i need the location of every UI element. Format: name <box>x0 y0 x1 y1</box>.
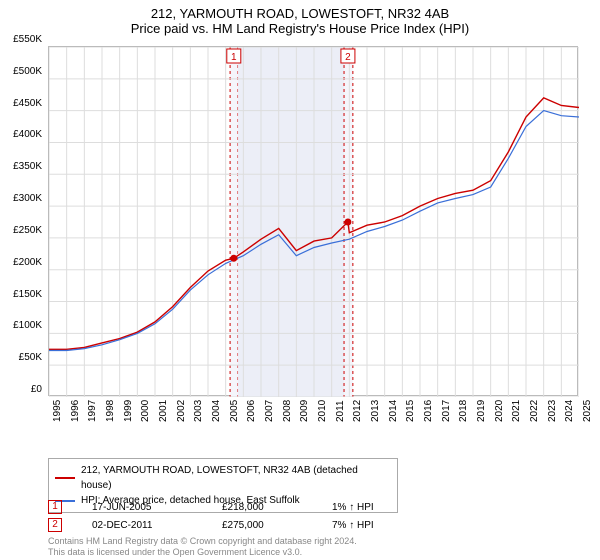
x-tick-label: 2003 <box>193 400 204 422</box>
x-tick-label: 2024 <box>564 400 575 422</box>
x-axis-labels: 1995 1996 1997 1998 1999 2000 2001 2002 2003 2004… <box>48 400 578 460</box>
x-tick-label: 2018 <box>458 400 469 422</box>
x-tick-label: 2021 <box>511 400 522 422</box>
y-axis-labels: £0 £50K £100K £150K £200K £250K £300K £350K £400… <box>4 40 44 402</box>
y-tick-label: £250K <box>2 225 42 236</box>
page-title: 212, YARMOUTH ROAD, LOWESTOFT, NR32 4AB <box>0 0 600 21</box>
x-tick-label: 1998 <box>105 400 116 422</box>
page-subtitle: Price paid vs. HM Land Registry's House … <box>0 21 600 40</box>
x-tick-label: 2004 <box>211 400 222 422</box>
transaction-date: 17-JUN-2005 <box>92 502 192 513</box>
y-tick-label: £200K <box>2 257 42 268</box>
y-tick-label: £400K <box>2 129 42 140</box>
x-tick-label: 2014 <box>388 400 399 422</box>
x-tick-label: 1995 <box>52 400 63 422</box>
x-tick-label: 2005 <box>229 400 240 422</box>
legend-label: 212, YARMOUTH ROAD, LOWESTOFT, NR32 4AB … <box>81 463 391 493</box>
transaction-marker: 1 <box>48 500 62 514</box>
x-tick-label: 1999 <box>123 400 134 422</box>
x-tick-label: 2000 <box>140 400 151 422</box>
x-tick-label: 2001 <box>158 400 169 422</box>
x-tick-label: 2013 <box>370 400 381 422</box>
legend-item: 212, YARMOUTH ROAD, LOWESTOFT, NR32 4AB … <box>55 463 391 493</box>
x-tick-label: 1996 <box>70 400 81 422</box>
x-tick-label: 2023 <box>547 400 558 422</box>
transaction-price: £218,000 <box>222 502 302 513</box>
footnote-line: This data is licensed under the Open Gov… <box>48 547 357 558</box>
x-tick-label: 2025 <box>582 400 593 422</box>
y-tick-label: £0 <box>2 384 42 395</box>
x-tick-label: 2002 <box>176 400 187 422</box>
x-tick-label: 2011 <box>335 400 346 422</box>
x-tick-label: 2022 <box>529 400 540 422</box>
x-tick-label: 2007 <box>264 400 275 422</box>
x-tick-label: 2015 <box>405 400 416 422</box>
footnote: Contains HM Land Registry data © Crown c… <box>48 536 357 558</box>
y-tick-label: £550K <box>2 34 42 45</box>
transaction-marker: 2 <box>48 518 62 532</box>
x-tick-label: 1997 <box>87 400 98 422</box>
x-tick-label: 2012 <box>352 400 363 422</box>
transaction-table: 1 17-JUN-2005 £218,000 1% ↑ HPI 2 02-DEC… <box>48 498 412 534</box>
transaction-delta: 7% ↑ HPI <box>332 520 412 531</box>
transaction-delta: 1% ↑ HPI <box>332 502 412 513</box>
transaction-price: £275,000 <box>222 520 302 531</box>
x-tick-label: 2010 <box>317 400 328 422</box>
y-tick-label: £450K <box>2 98 42 109</box>
chart-svg: 12 <box>49 47 579 397</box>
transaction-date: 02-DEC-2011 <box>92 520 192 531</box>
y-tick-label: £150K <box>2 289 42 300</box>
y-tick-label: £50K <box>2 352 42 363</box>
legend-swatch <box>55 477 75 479</box>
x-tick-label: 2006 <box>246 400 257 422</box>
x-tick-label: 2008 <box>282 400 293 422</box>
chart-area: £0£50K£100K£150K£200K£250K£300K£350K£400… <box>48 46 578 418</box>
x-tick-label: 2020 <box>494 400 505 422</box>
x-tick-label: 2017 <box>441 400 452 422</box>
plot-area: 12 <box>48 46 578 396</box>
transaction-row: 2 02-DEC-2011 £275,000 7% ↑ HPI <box>48 516 412 534</box>
y-tick-label: £350K <box>2 161 42 172</box>
y-tick-label: £300K <box>2 193 42 204</box>
footnote-line: Contains HM Land Registry data © Crown c… <box>48 536 357 547</box>
svg-text:2: 2 <box>345 52 351 63</box>
x-tick-label: 2016 <box>423 400 434 422</box>
x-tick-label: 2019 <box>476 400 487 422</box>
svg-text:1: 1 <box>231 52 237 63</box>
y-tick-label: £100K <box>2 320 42 331</box>
transaction-row: 1 17-JUN-2005 £218,000 1% ↑ HPI <box>48 498 412 516</box>
x-tick-label: 2009 <box>299 400 310 422</box>
y-tick-label: £500K <box>2 66 42 77</box>
